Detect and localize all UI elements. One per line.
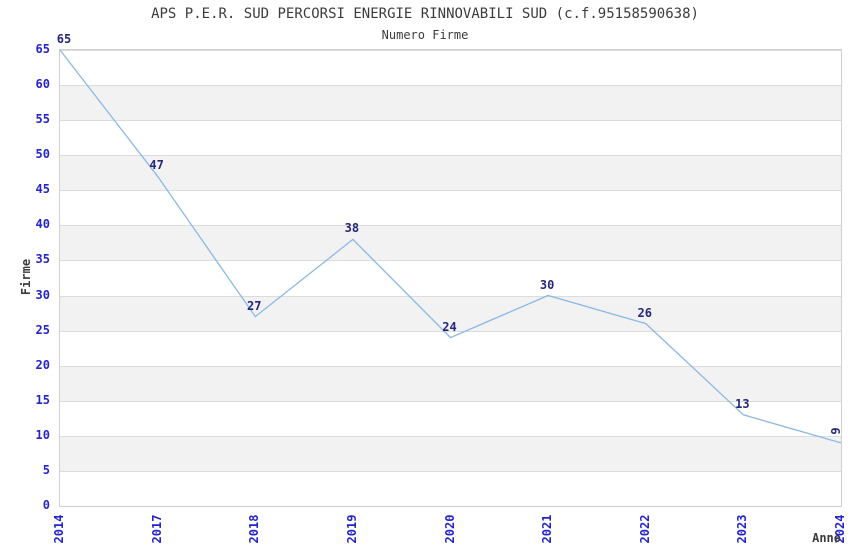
y-axis-title: Firme bbox=[19, 258, 33, 296]
gridline bbox=[60, 400, 841, 402]
data-point-label: 13 bbox=[735, 396, 750, 411]
y-tick-label: 45 bbox=[35, 182, 50, 197]
plot-band bbox=[60, 225, 841, 261]
gridline bbox=[60, 470, 841, 472]
data-point-label: 47 bbox=[149, 158, 164, 173]
y-tick-label: 0 bbox=[42, 498, 50, 512]
chart-title: APS P.E.R. SUD PERCORSI ENERGIE RINNOVAB… bbox=[151, 6, 699, 22]
x-tick-label: 2019 bbox=[344, 514, 359, 544]
plot-band bbox=[60, 470, 841, 506]
gridline bbox=[60, 330, 841, 332]
y-tick-label: 60 bbox=[35, 77, 50, 92]
y-tick-label: 10 bbox=[35, 427, 50, 442]
gridline bbox=[60, 435, 841, 437]
x-tick-label: 2020 bbox=[442, 514, 457, 544]
gridline bbox=[60, 190, 841, 192]
data-point-label: 27 bbox=[247, 298, 262, 313]
data-point-label: 38 bbox=[344, 221, 360, 236]
y-tick-label: 20 bbox=[35, 357, 50, 372]
series-line bbox=[59, 49, 842, 444]
plot-band bbox=[60, 365, 841, 401]
plot-band bbox=[60, 260, 841, 296]
series-line-svg bbox=[59, 49, 842, 444]
data-point-label: 65 bbox=[56, 32, 72, 46]
y-tick-label: 50 bbox=[35, 147, 50, 162]
data-point-label: 30 bbox=[539, 277, 555, 292]
y-tick-label: 40 bbox=[35, 217, 50, 232]
y-tick-label: 30 bbox=[35, 287, 50, 302]
data-point-label: 24 bbox=[442, 319, 457, 334]
gridline bbox=[60, 120, 841, 122]
plot-band bbox=[60, 50, 841, 86]
plot-area bbox=[59, 49, 842, 507]
data-point-label: 9 bbox=[829, 427, 843, 435]
x-tick-label: 2022 bbox=[637, 514, 652, 544]
plot-band bbox=[60, 435, 841, 471]
y-tick-label: 5 bbox=[42, 462, 50, 477]
x-tick-label: 2017 bbox=[149, 514, 164, 544]
x-axis-title: Anno bbox=[812, 531, 841, 545]
y-tick-label: 25 bbox=[35, 322, 50, 337]
gridline bbox=[60, 295, 841, 297]
plot-band bbox=[60, 190, 841, 226]
x-tick-label: 2023 bbox=[735, 514, 750, 544]
x-tick-label: 2014 bbox=[52, 514, 66, 544]
y-tick-label: 65 bbox=[35, 42, 50, 56]
plot-band bbox=[60, 155, 841, 191]
gridline bbox=[60, 365, 841, 367]
y-tick-label: 35 bbox=[35, 252, 50, 267]
data-point-label: 26 bbox=[637, 305, 652, 320]
plot-band bbox=[60, 85, 841, 121]
x-tick-label: 2018 bbox=[247, 514, 262, 544]
y-tick-label: 15 bbox=[35, 392, 50, 407]
y-tick-label: 55 bbox=[35, 112, 50, 127]
plot-band bbox=[60, 295, 841, 331]
chart-subtitle: Numero Firme bbox=[381, 28, 469, 42]
plot-band bbox=[60, 400, 841, 436]
gridline bbox=[60, 85, 841, 87]
plot-band bbox=[60, 120, 841, 156]
gridline bbox=[60, 50, 841, 51]
gridline bbox=[60, 260, 841, 262]
x-tick-label: 2021 bbox=[540, 514, 555, 544]
gridline bbox=[60, 225, 841, 227]
gridline bbox=[60, 155, 841, 157]
plot-band bbox=[60, 330, 841, 366]
